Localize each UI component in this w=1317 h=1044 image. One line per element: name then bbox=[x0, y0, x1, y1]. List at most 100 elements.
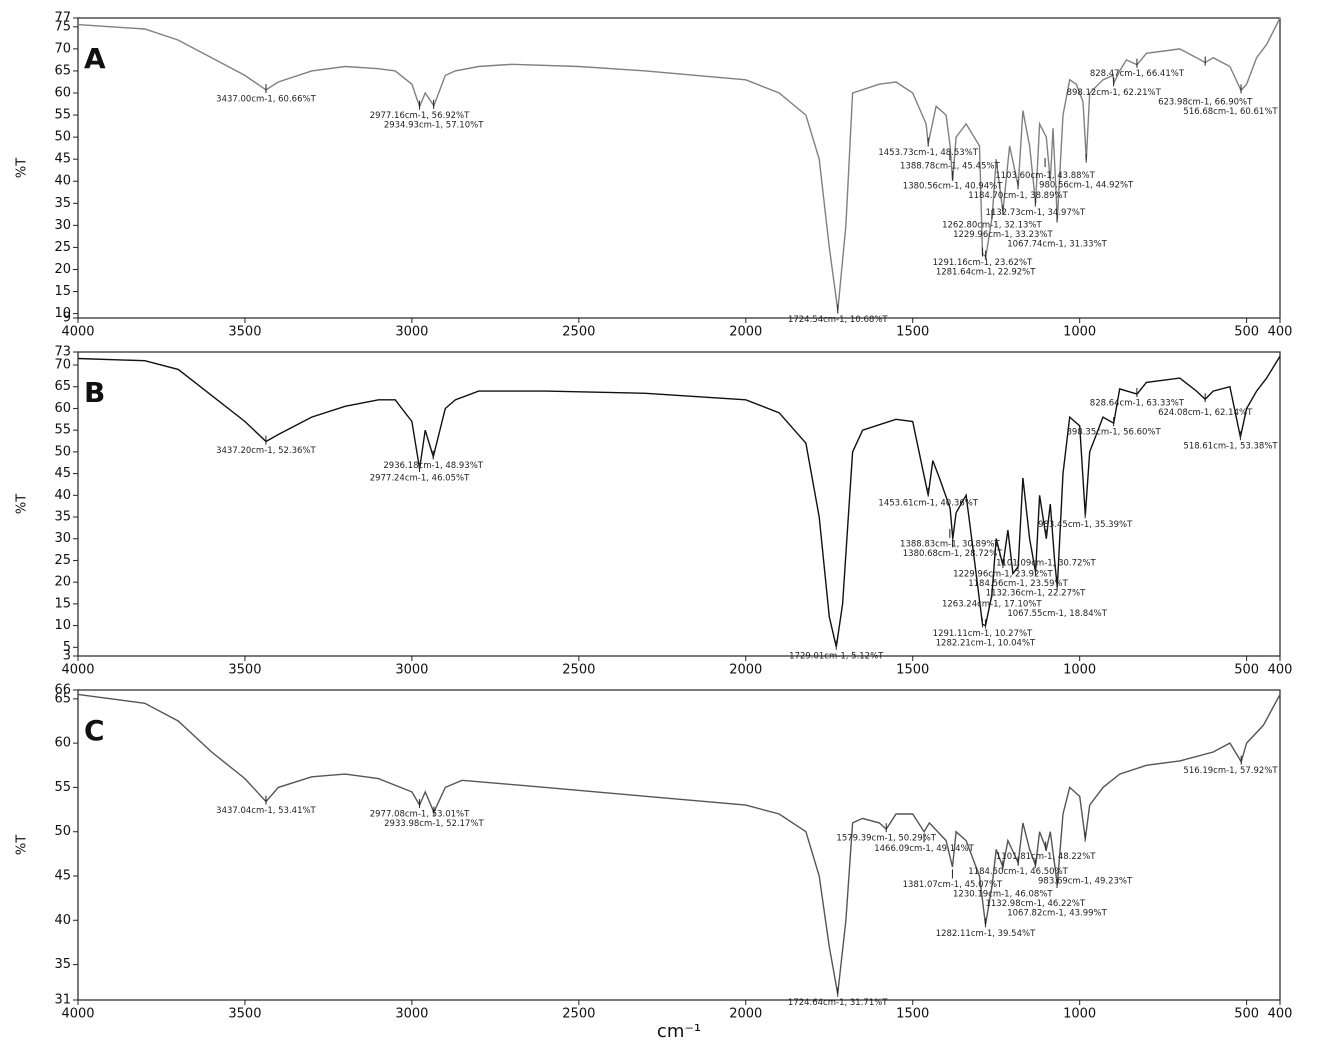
peak-label: 624.08cm-1, 62.14%T bbox=[1158, 408, 1253, 418]
panel-letter: B bbox=[84, 376, 105, 409]
peak-label: 1067.82cm-1, 43.99%T bbox=[1007, 908, 1107, 918]
y-tick-label: 70 bbox=[54, 41, 71, 56]
peak-label: 1101.09cm-1, 30.72%T bbox=[996, 558, 1096, 568]
x-tick-label: 1500 bbox=[896, 1007, 929, 1022]
peak-label: 3437.04cm-1, 53.41%T bbox=[216, 806, 316, 816]
peak-label: 898.12cm-1, 62.21%T bbox=[1067, 88, 1162, 98]
x-tick-label: 400 bbox=[1268, 663, 1293, 678]
x-tick-label: 2500 bbox=[562, 663, 595, 678]
peak-label: 1282.11cm-1, 39.54%T bbox=[936, 929, 1036, 939]
y-tick-label: 77 bbox=[54, 11, 71, 26]
x-axis-label: cm⁻¹ bbox=[657, 1021, 701, 1042]
peak-label: 1103.60cm-1, 43.88%T bbox=[995, 171, 1095, 181]
peak-label: 2977.24cm-1, 46.05%T bbox=[370, 474, 470, 484]
y-tick-label: 20 bbox=[54, 575, 71, 590]
y-tick-label: 75 bbox=[54, 19, 71, 34]
peak-label: 980.56cm-1, 44.92%T bbox=[1039, 181, 1134, 191]
peak-label: 1724.54cm-1, 10.68%T bbox=[788, 315, 888, 325]
y-tick-label: 35 bbox=[54, 510, 71, 525]
peak-label: 1101.81cm-1, 48.22%T bbox=[996, 852, 1096, 862]
y-tick-label: 65 bbox=[54, 63, 71, 78]
y-tick-label: 40 bbox=[54, 913, 71, 928]
peak-label: 516.68cm-1, 60.61%T bbox=[1183, 107, 1278, 117]
peak-label: 1132.36cm-1, 22.27%T bbox=[986, 589, 1086, 599]
y-tick-label: 65 bbox=[54, 379, 71, 394]
plot-frame bbox=[77, 689, 1281, 1001]
x-tick-label: 500 bbox=[1234, 325, 1259, 340]
peak-label: 1380.68cm-1, 28.72%T bbox=[903, 549, 1003, 559]
y-tick-label: 50 bbox=[54, 444, 71, 459]
peak-label: 1184.50cm-1, 46.50%T bbox=[968, 867, 1068, 877]
x-tick-label: 4000 bbox=[61, 1007, 94, 1022]
y-tick-label: 45 bbox=[54, 466, 71, 481]
peak-label: 518.61cm-1, 53.38%T bbox=[1183, 442, 1278, 452]
y-tick-label: 10 bbox=[54, 306, 71, 321]
peak-label: 1579.39cm-1, 50.29%T bbox=[836, 834, 936, 844]
x-tick-label: 3500 bbox=[228, 325, 261, 340]
x-tick-label: 500 bbox=[1234, 1007, 1259, 1022]
peak-label: 898.35cm-1, 56.60%T bbox=[1067, 428, 1162, 438]
y-tick-label: 65 bbox=[54, 691, 71, 706]
y-tick-label: 9 bbox=[63, 311, 71, 326]
y-tick-label: 15 bbox=[54, 596, 71, 611]
y-tick-label: 60 bbox=[54, 86, 71, 101]
peak-label: 2936.18cm-1, 48.93%T bbox=[383, 461, 483, 471]
y-tick-label: 40 bbox=[54, 488, 71, 503]
peak-label: 1282.21cm-1, 10.04%T bbox=[936, 638, 1036, 648]
x-tick-label: 2000 bbox=[729, 325, 762, 340]
x-tick-label: 1000 bbox=[1063, 663, 1096, 678]
peak-label: 2977.08cm-1, 53.01%T bbox=[370, 810, 470, 820]
y-tick-label: 70 bbox=[54, 358, 71, 373]
panel-letter: A bbox=[84, 42, 106, 75]
peak-label: 1388.78cm-1, 45.45%T bbox=[900, 162, 1000, 172]
y-tick-label: 20 bbox=[54, 262, 71, 277]
peak-label: 1067.55cm-1, 18.84%T bbox=[1007, 609, 1107, 619]
x-tick-label: 3500 bbox=[228, 663, 261, 678]
peak-label: 983.69cm-1, 49.23%T bbox=[1038, 877, 1133, 887]
x-tick-label: 2000 bbox=[729, 1007, 762, 1022]
y-axis-label: %T bbox=[15, 494, 30, 514]
plot-frame bbox=[77, 17, 1281, 319]
peak-label: 983.45cm-1, 35.39%T bbox=[1038, 520, 1133, 530]
x-tick-label: 500 bbox=[1234, 663, 1259, 678]
y-tick-label: 50 bbox=[54, 824, 71, 839]
x-tick-label: 400 bbox=[1268, 1007, 1293, 1022]
peak-label: 1067.74cm-1, 31.33%T bbox=[1007, 239, 1107, 249]
y-tick-label: 55 bbox=[54, 780, 71, 795]
x-tick-label: 1500 bbox=[896, 663, 929, 678]
x-tick-label: 4000 bbox=[61, 325, 94, 340]
peak-label: 1291.16cm-1, 23.62%T bbox=[933, 258, 1033, 268]
peak-label: 1132.73cm-1, 34.97%T bbox=[986, 208, 1086, 218]
peak-label: 1184.56cm-1, 23.59%T bbox=[968, 579, 1068, 589]
y-tick-label: 45 bbox=[54, 869, 71, 884]
y-tick-label: 15 bbox=[54, 284, 71, 299]
x-tick-label: 2500 bbox=[562, 325, 595, 340]
x-tick-label: 3000 bbox=[395, 325, 428, 340]
spectrum-line bbox=[77, 693, 1281, 994]
peak-label: 828.64cm-1, 63.33%T bbox=[1090, 398, 1185, 408]
x-tick-label: 4000 bbox=[61, 663, 94, 678]
y-tick-label: 55 bbox=[54, 108, 71, 123]
peak-label: 1229.96cm-1, 33.23%T bbox=[953, 230, 1053, 240]
peak-label: 1281.64cm-1, 22.92%T bbox=[936, 268, 1036, 278]
spectrum-line bbox=[77, 355, 1281, 648]
y-tick-label: 60 bbox=[54, 401, 71, 416]
peak-label: 623.98cm-1, 66.90%T bbox=[1158, 97, 1253, 107]
y-tick-label: 30 bbox=[54, 218, 71, 233]
y-tick-label: 40 bbox=[54, 174, 71, 189]
peak-label: 1729.01cm-1, 5.12%T bbox=[789, 651, 884, 661]
x-tick-label: 400 bbox=[1268, 325, 1293, 340]
peak-label: 1132.98cm-1, 46.22%T bbox=[985, 899, 1085, 909]
x-tick-label: 3500 bbox=[228, 1007, 261, 1022]
peak-label: 1380.56cm-1, 40.94%T bbox=[903, 182, 1003, 192]
peak-label: 1388.83cm-1, 30.89%T bbox=[900, 539, 1000, 549]
peak-label: 1184.70cm-1, 38.89%T bbox=[968, 191, 1068, 201]
peak-label: 1262.80cm-1, 32.13%T bbox=[942, 220, 1042, 230]
peak-label: 1466.09cm-1, 49.14%T bbox=[874, 844, 974, 854]
y-tick-label: 10 bbox=[54, 618, 71, 633]
peak-label: 2934.93cm-1, 57.10%T bbox=[384, 121, 484, 131]
x-tick-label: 2000 bbox=[729, 663, 762, 678]
y-tick-label: 35 bbox=[54, 196, 71, 211]
peak-label: 2977.16cm-1, 56.92%T bbox=[370, 111, 470, 121]
